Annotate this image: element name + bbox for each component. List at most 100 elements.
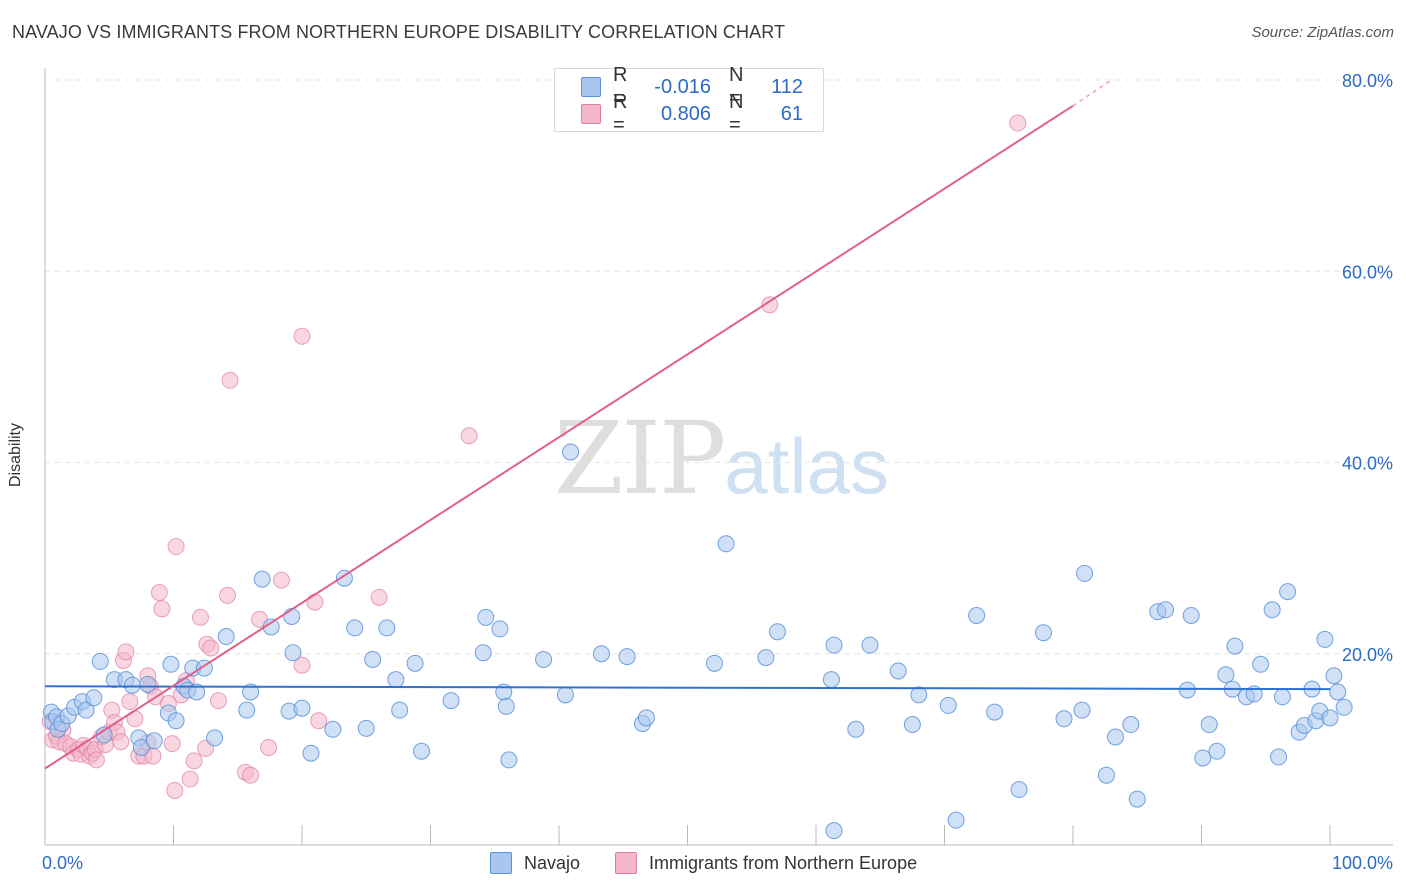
immigrants-point — [310, 712, 328, 730]
navajo-point — [861, 636, 879, 654]
immigrants-trend-extension — [1072, 79, 1112, 107]
navajo-point — [500, 751, 518, 769]
y-tick-label: 40.0% — [1342, 454, 1393, 474]
immigrants-trend-line — [44, 104, 1074, 770]
navajo-point — [1252, 655, 1270, 673]
navajo-point — [1076, 564, 1094, 582]
navajo-point — [123, 676, 141, 694]
navajo-point — [91, 652, 109, 670]
immigrants-point — [293, 656, 311, 674]
navajo-point — [637, 709, 655, 727]
navajo-point — [284, 644, 302, 662]
source-credit: Source: ZipAtlas.com — [1251, 24, 1394, 41]
navajo-point — [825, 636, 843, 654]
legend-label-navajo: Navajo — [524, 852, 581, 873]
navajo-point — [1182, 607, 1200, 624]
legend-label-immigrants: Immigrants from Northern Europe — [649, 852, 918, 873]
navajo-point — [705, 654, 723, 672]
navajo-point — [1106, 728, 1124, 746]
immigrants-point — [185, 752, 203, 770]
navajo-point — [535, 650, 553, 668]
navajo-point — [968, 607, 986, 624]
navajo-point — [1194, 749, 1212, 767]
y-tick-label: 20.0% — [1342, 645, 1393, 665]
navajo-point — [293, 699, 311, 717]
navajo-point — [939, 696, 957, 714]
navajo-point — [253, 570, 271, 588]
navajo-point — [903, 716, 921, 734]
navajo-point — [217, 628, 235, 646]
n-label: N = — [729, 91, 744, 136]
navajo-swatch — [581, 77, 601, 97]
immigrants-point — [272, 571, 290, 589]
n-value-navajo: 112 — [771, 75, 803, 98]
immigrants-point — [460, 427, 478, 445]
x-tick-label: 100.0% — [1332, 853, 1393, 873]
immigrants-point — [121, 693, 139, 711]
navajo-point — [335, 569, 353, 587]
immigrants-point — [1009, 114, 1027, 132]
navajo-point — [947, 811, 965, 829]
legend-item-navajo[interactable]: Navajo — [490, 852, 580, 874]
navajo-point — [162, 655, 180, 673]
navajo-point — [910, 686, 928, 704]
navajo-point — [324, 720, 342, 738]
immigrants-point — [370, 588, 388, 606]
navajo-point — [889, 662, 907, 680]
correlation-legend: R = -0.016 N = 112 R = 0.806 N = 61 — [554, 64, 824, 136]
navajo-points — [42, 443, 1353, 840]
navajo-point — [556, 686, 574, 704]
legend-row-navajo: R = -0.016 N = 112 — [581, 64, 803, 109]
immigrants-point — [209, 692, 227, 710]
r-label: R = — [613, 64, 628, 109]
navajo-point — [85, 689, 103, 707]
navajo-point — [1073, 701, 1091, 719]
immigrants-point — [306, 593, 324, 611]
tick-labels: 20.0% 40.0% 60.0% 80.0% 0.0% 100.0% — [42, 71, 1393, 873]
navajo-point — [1279, 583, 1297, 601]
navajo-point — [139, 675, 157, 693]
navajo-point — [477, 608, 495, 626]
navajo-point — [1200, 716, 1218, 734]
navajo-point — [618, 648, 636, 666]
immigrants-point — [153, 600, 171, 618]
navajo-point — [825, 822, 843, 840]
navajo-point — [562, 443, 580, 461]
navajo-point — [1335, 698, 1353, 716]
navajo-point — [242, 683, 260, 701]
navajo-swatch — [490, 852, 512, 874]
navajo-point — [717, 535, 735, 553]
navajo-point — [768, 623, 786, 641]
navajo-point — [1157, 601, 1175, 619]
navajo-point — [238, 701, 256, 719]
navajo-point — [1263, 601, 1281, 619]
trend-lines — [44, 79, 1331, 770]
navajo-point — [474, 644, 492, 662]
legend-item-immigrants[interactable]: Immigrants from Northern Europe — [615, 852, 917, 874]
immigrants-point — [202, 639, 220, 657]
immigrants-point — [163, 735, 181, 753]
navajo-point — [592, 645, 610, 663]
immigrants-point — [150, 584, 168, 602]
navajo-point — [1321, 709, 1339, 727]
navajo-point — [1097, 766, 1115, 784]
immigrants-point — [166, 781, 184, 799]
grid-layer — [45, 79, 1393, 655]
navajo-point — [1208, 742, 1226, 760]
axis-layer — [44, 68, 1393, 846]
immigrants-point — [167, 538, 185, 556]
navajo-point — [822, 671, 840, 689]
navajo-point — [1325, 667, 1343, 685]
immigrants-point — [761, 296, 779, 314]
navajo-point — [1273, 688, 1291, 706]
navajo-point — [406, 654, 424, 672]
immigrants-point — [112, 733, 130, 751]
navajo-point — [167, 712, 185, 730]
n-label: N = — [729, 64, 744, 109]
navajo-point — [145, 732, 163, 750]
navajo-point — [497, 697, 515, 715]
immigrants-point — [218, 586, 236, 604]
navajo-point — [1217, 666, 1235, 684]
immigrants-swatch — [615, 852, 637, 874]
